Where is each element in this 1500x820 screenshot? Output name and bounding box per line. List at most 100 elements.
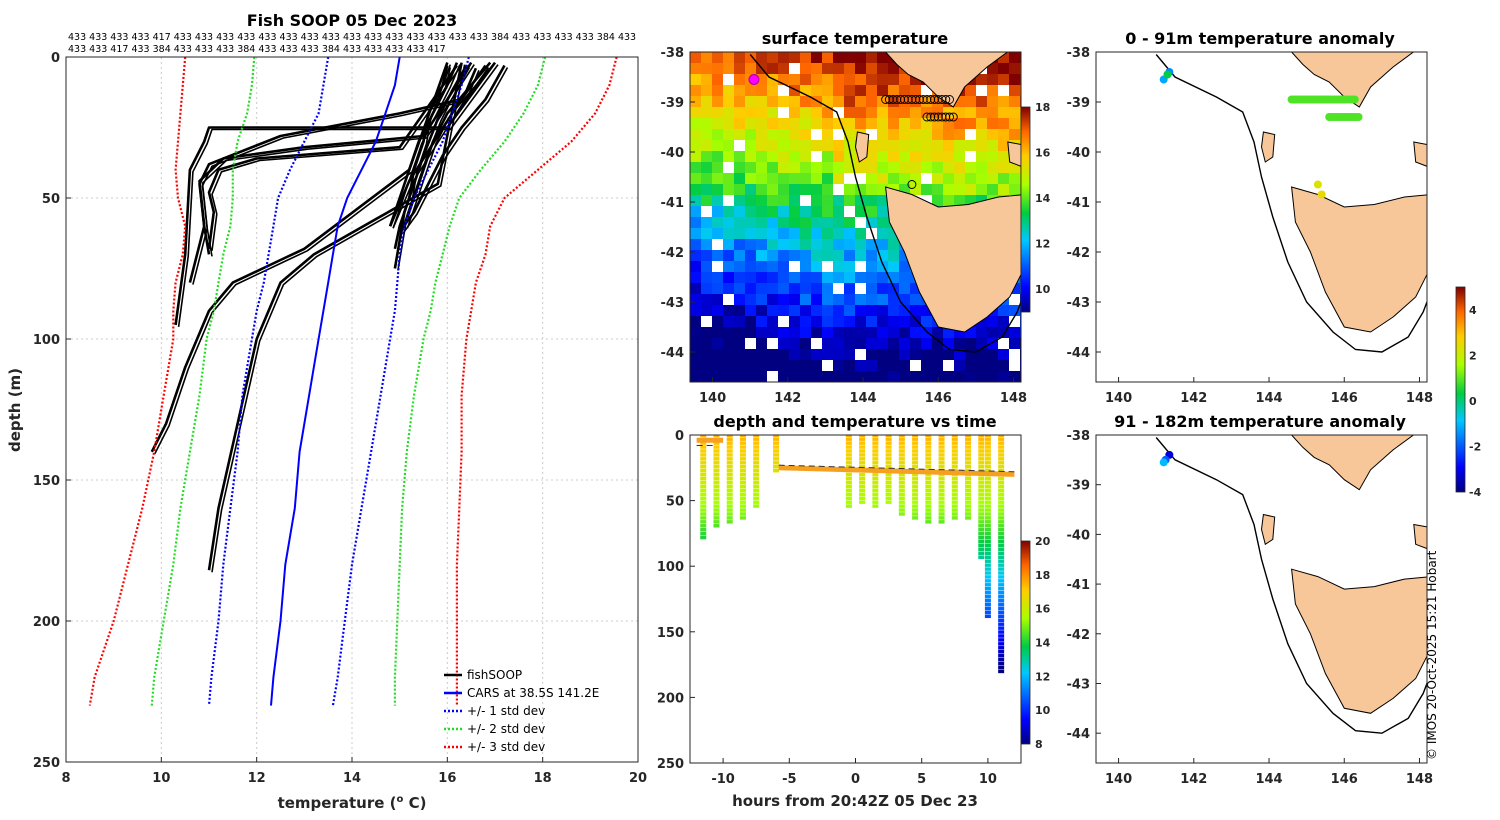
sst-cell [756, 283, 768, 295]
sst-cell [712, 228, 724, 240]
time-profile-sample [925, 476, 932, 481]
sst-cell [756, 140, 768, 152]
time-profile-sample [739, 500, 746, 504]
sst-cell [745, 371, 757, 382]
sst-cell [877, 217, 889, 229]
sst-cell [690, 107, 702, 119]
sst-cell [723, 173, 735, 185]
sst-cell [866, 96, 878, 108]
anom-colorbar-tick-label: -4 [1469, 486, 1482, 499]
sst-cell [723, 184, 735, 196]
sst-cell [987, 107, 999, 119]
time-profile-sample [998, 551, 1005, 556]
sst-cell [888, 239, 900, 251]
sst-cell [734, 129, 746, 141]
time-profile-sample [753, 461, 760, 465]
sst-cell [789, 129, 801, 141]
time-profile-sample [739, 468, 746, 473]
time-profile-sample [978, 543, 985, 548]
sst-cell [998, 349, 1010, 361]
sst-cell [701, 272, 713, 284]
time-profile-sample [938, 457, 945, 461]
sst-cell [888, 129, 900, 141]
sst-cell [877, 239, 889, 251]
sst-cell [932, 327, 944, 339]
sst-cell [767, 85, 779, 97]
sst-xtick-label: 140 [699, 391, 726, 406]
time-profile-sample [925, 445, 932, 449]
sst-title: surface temperature [762, 29, 949, 48]
sst-cell [866, 206, 878, 218]
time-profile-sample [998, 559, 1005, 563]
sst-cell [767, 206, 779, 218]
sst-cell [767, 195, 779, 207]
sst-cell [701, 184, 713, 196]
sst-cell [987, 140, 999, 152]
time-profile-sample [965, 464, 972, 469]
time-profile-sample [859, 453, 866, 457]
time-profile-sample [739, 464, 746, 469]
time-profile-sample [998, 496, 1005, 500]
time-profile-sample [912, 453, 919, 457]
sst-cell [833, 261, 845, 273]
sst-cell [800, 206, 812, 218]
sst-cell [745, 85, 757, 97]
sst-cell [712, 118, 724, 130]
sst-cell [734, 96, 746, 108]
time-profile-sample [773, 449, 780, 453]
sst-cell [921, 327, 933, 339]
sst-cell [822, 151, 834, 163]
time-profile-sample [984, 461, 991, 465]
sst-cell [756, 162, 768, 174]
time-ytick-label: 100 [657, 560, 684, 575]
sst-cell [690, 162, 702, 174]
sst-cell [778, 85, 790, 97]
sst-cell [877, 338, 889, 350]
sst-cell [976, 107, 988, 119]
sst-ship-position [926, 112, 936, 122]
sst-ship-position [892, 95, 902, 104]
time-scatter [696, 435, 1015, 674]
sst-cell [855, 206, 867, 218]
time-profile-sample [713, 488, 720, 493]
time-profile-sample [925, 457, 932, 461]
sst-cell [690, 360, 702, 372]
profile-series--3-std [455, 56, 618, 706]
time-profile-sample [713, 457, 720, 461]
time-profile-sample [978, 520, 985, 524]
time-profile-sample [753, 445, 760, 449]
anom2-xtick-label: 142 [1180, 772, 1207, 787]
sst-cell [998, 184, 1010, 196]
time-profile-sample [713, 472, 720, 477]
sst-cell [712, 74, 724, 86]
time-profile-sample [898, 492, 905, 497]
time-profile-sample [925, 504, 932, 508]
sst-land [690, 52, 1021, 353]
sst-cell [976, 327, 988, 339]
sst-cell [789, 96, 801, 108]
time-profile-sample [984, 480, 991, 485]
time-profile-sample [845, 435, 852, 437]
legend-entry: +/- 2 std dev [467, 722, 545, 736]
sst-cell [833, 151, 845, 163]
sst-map: 140 142 144 146 148 -38 -39 -40 -41 -42 -43 -44 10 12… [661, 46, 1051, 406]
time-profile-sample [984, 527, 991, 532]
sst-cell [1009, 349, 1021, 361]
time-profile-sample [753, 476, 760, 481]
sst-cell [877, 327, 889, 339]
sst-cell [954, 162, 966, 174]
time-profile-sample [872, 445, 879, 449]
sst-cell [789, 85, 801, 97]
time-ytick-label: 150 [657, 626, 684, 641]
sst-ship-position [899, 95, 909, 104]
time-profile-sample [912, 516, 919, 520]
time-profile-sample [726, 445, 733, 449]
sst-cell [888, 360, 900, 372]
sst-cell [965, 162, 977, 174]
time-profile-sample [984, 594, 991, 599]
sst-cell [734, 85, 746, 97]
time-profile-sample [859, 449, 866, 453]
sst-cell [943, 118, 955, 130]
fishsoop-profile-line [392, 69, 480, 229]
sst-cell [789, 151, 801, 163]
